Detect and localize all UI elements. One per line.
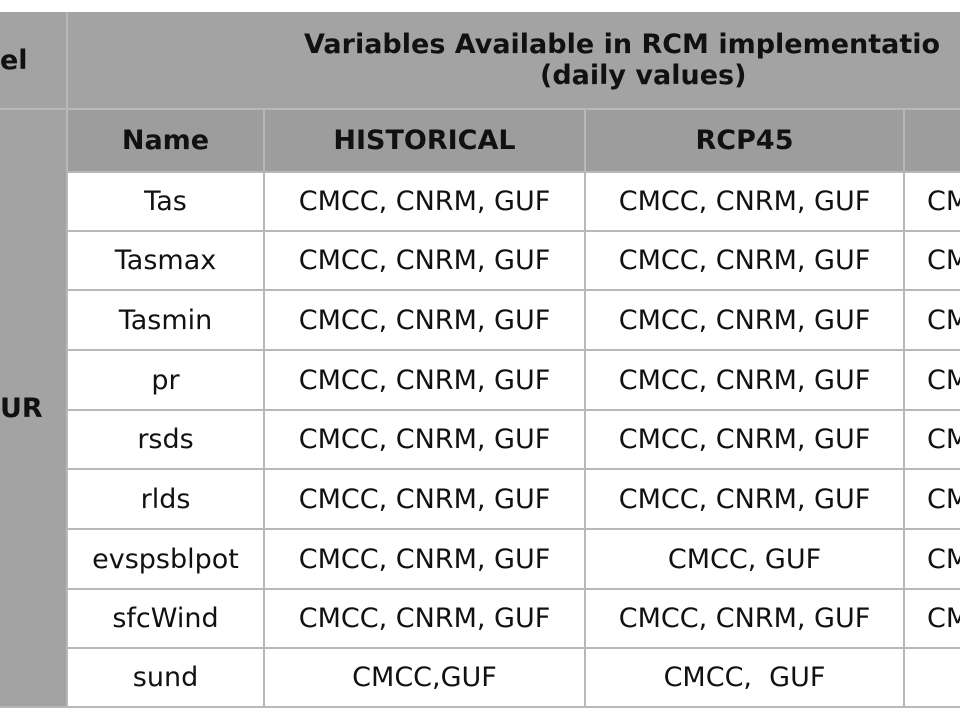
title-line: (daily values) [540,60,747,91]
model-list: CM [905,232,960,291]
model-list: CMCC, CNRM, GUF [586,232,905,291]
variable-name: evspsblpot [68,530,265,590]
title-header: Variables Available in RCM implementatio… [68,12,960,110]
model-list: CMCC, CNRM, GUF [586,411,905,470]
model-list: CMCC,GUF [265,649,586,708]
model-list: CMCC, CNRM, GUF [586,470,905,530]
variable-name: pr [68,351,265,411]
variable-name: sund [68,649,265,708]
column-header: HISTORICAL [265,110,586,173]
column-header: Name [68,110,265,173]
model-list: CMCC, CNRM, GUF [265,232,586,291]
model-list: CM [905,173,960,232]
model-list: CMCC, CNRM, GUF [586,351,905,411]
column-header [905,110,960,173]
variable-name: rsds [68,411,265,470]
model-list: CM [905,351,960,411]
variable-name: Tasmin [68,291,265,351]
model-list: CMCC, CNRM, GUF [265,470,586,530]
model-list: CMCC, CNRM, GUF [265,173,586,232]
model-list: CMCC, CNRM, GUF [265,590,586,649]
model-list: CMCC, CNRM, GUF [265,351,586,411]
model-list: CMCC, CNRM, GUF [586,590,905,649]
title-line: Variables Available in RCM implementatio [304,29,941,60]
model-list: CM [905,470,960,530]
model-list: CMCC, CNRM, GUF [586,291,905,351]
model-list: CMCC, CNRM, GUF [265,530,586,590]
variable-name: Tas [68,173,265,232]
model-list: CM [905,411,960,470]
model-list: CMCC, CNRM, GUF [586,173,905,232]
model-list: CMCC, GUF [586,649,905,708]
model-list: CM [905,291,960,351]
model-list [905,649,960,708]
model-list: CMCC, GUF [586,530,905,590]
model-list: CM [905,590,960,649]
model-list: CMCC, CNRM, GUF [265,411,586,470]
variable-name: sfcWind [68,590,265,649]
model-header: el [0,12,68,110]
variable-name: Tasmax [68,232,265,291]
model-list: CM [905,530,960,590]
region-cell: UR [0,110,68,708]
model-list: CMCC, CNRM, GUF [265,291,586,351]
column-header: RCP45 [586,110,905,173]
variable-name: rlds [68,470,265,530]
